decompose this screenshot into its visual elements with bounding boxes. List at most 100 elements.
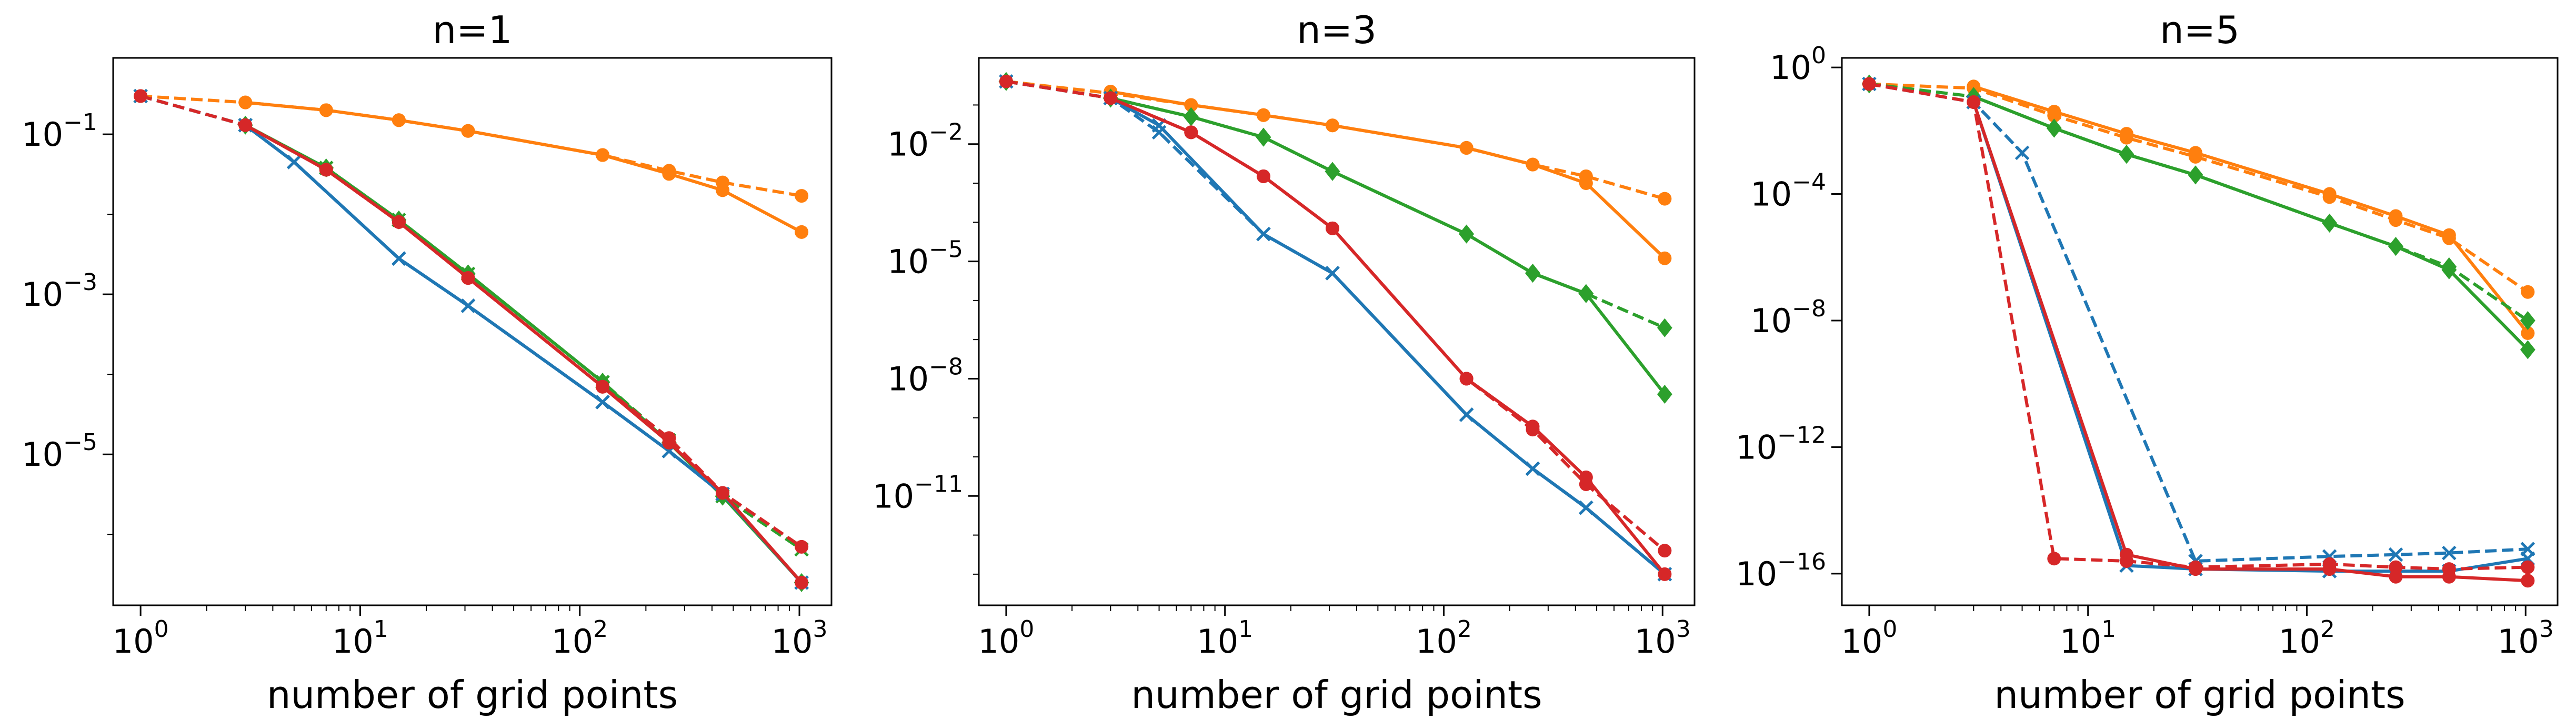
data-point [2520, 340, 2535, 359]
data-point [1579, 176, 1593, 191]
data-point [1459, 407, 1474, 422]
data-point [2189, 562, 2203, 576]
x-tick-exp: 2 [1457, 616, 1472, 643]
data-point [1104, 91, 1118, 105]
data-point [2389, 209, 2403, 223]
data-point [392, 113, 406, 127]
x-tick-label: 100 [113, 616, 169, 661]
y-tick-base: 10 [1736, 555, 1777, 593]
series-line [1006, 79, 1666, 552]
data-point [662, 436, 676, 450]
x-axis-label: number of grid points [267, 673, 678, 717]
x-tick-exp: 1 [2101, 616, 2116, 643]
x-tick-label: 102 [552, 616, 608, 661]
data-point [662, 167, 676, 181]
data-point [1183, 107, 1199, 126]
data-point [1967, 95, 1981, 109]
data-point [1325, 162, 1340, 181]
series-line [1110, 96, 1666, 575]
data-point [596, 148, 610, 162]
x-tick-exp: 1 [1238, 616, 1253, 643]
series-line [140, 94, 803, 551]
x-tick-base: 10 [1635, 622, 1676, 661]
data-point [2389, 560, 2403, 574]
data-point [1459, 224, 1475, 244]
x-tick-exp: 0 [154, 616, 169, 643]
y-tick-base: 10 [22, 275, 63, 314]
y-tick-exp: −5 [63, 429, 97, 456]
data-point [2322, 187, 2337, 201]
x-tick-label: 100 [978, 616, 1034, 661]
x-tick-base: 10 [1416, 622, 1457, 661]
data-point [1658, 567, 1672, 581]
y-tick-base: 10 [22, 115, 63, 154]
data-point [2119, 145, 2134, 164]
plot-area [998, 72, 1672, 582]
y-tick-label: 10−5 [887, 236, 963, 281]
axes-frame [1841, 57, 2559, 606]
series-line [1110, 90, 1666, 259]
data-point [1657, 318, 1672, 337]
y-tick-base: 10 [22, 435, 63, 474]
data-point [2520, 311, 2535, 330]
data-point [2521, 285, 2535, 299]
data-point [2189, 146, 2203, 160]
data-point [1184, 125, 1198, 139]
y-tick-label: 10−3 [22, 269, 97, 314]
x-tick-base: 10 [771, 622, 813, 661]
x-tick-base: 10 [1197, 622, 1238, 661]
x-tick-label: 101 [2060, 616, 2116, 661]
x-tick-label: 101 [1197, 616, 1253, 661]
panel-title: n=5 [2160, 8, 2240, 52]
series-line [244, 124, 803, 584]
series-line [245, 101, 803, 234]
x-tick-exp: 2 [2320, 616, 2335, 643]
x-tick-base: 10 [978, 622, 1019, 661]
x-tick-base: 10 [2060, 622, 2101, 661]
data-point [2119, 547, 2133, 562]
data-point [1325, 266, 1340, 281]
data-point [460, 298, 476, 313]
data-point [2442, 570, 2456, 584]
y-tick-base: 10 [887, 359, 929, 398]
plot-area [133, 88, 809, 592]
y-tick-label: 10−16 [1736, 548, 1826, 593]
series-line [244, 124, 803, 584]
y-tick-exp: −4 [1792, 169, 1826, 196]
y-tick-exp: −16 [1777, 548, 1826, 575]
data-point [1184, 98, 1198, 112]
data-point [238, 95, 253, 109]
data-point [2388, 547, 2403, 562]
data-point [2389, 570, 2403, 584]
x-tick-base: 10 [1841, 622, 1882, 661]
data-point [1658, 192, 1672, 206]
y-tick-exp: −1 [63, 109, 97, 136]
y-tick-base: 10 [1750, 175, 1792, 214]
data-point [1967, 79, 1981, 94]
y-tick-base: 10 [887, 125, 929, 164]
y-tick-base: 10 [1750, 302, 1792, 340]
y-tick-label: 10−1 [22, 109, 97, 154]
plot-area [1861, 74, 2535, 588]
data-point [238, 118, 253, 132]
y-tick-exp: −11 [914, 471, 963, 497]
y-tick-base: 10 [1770, 48, 1811, 87]
series-line [1973, 85, 2529, 334]
series-line [1006, 79, 1666, 329]
y-tick-exp: −5 [929, 236, 963, 263]
data-point [134, 89, 148, 103]
data-point [2442, 545, 2457, 561]
data-point [1526, 420, 1540, 434]
x-tick-exp: 0 [1019, 616, 1034, 643]
data-point [1525, 461, 1540, 476]
y-tick-exp: −8 [929, 353, 963, 380]
x-tick-base: 10 [2279, 622, 2320, 661]
data-point [999, 74, 1013, 88]
y-tick-label: 10−2 [887, 119, 963, 164]
data-point [795, 540, 809, 554]
data-point [1256, 169, 1270, 183]
x-tick-base: 10 [113, 622, 154, 661]
series-line [1109, 96, 1666, 576]
x-tick-base: 10 [332, 622, 374, 661]
data-point [795, 189, 809, 203]
